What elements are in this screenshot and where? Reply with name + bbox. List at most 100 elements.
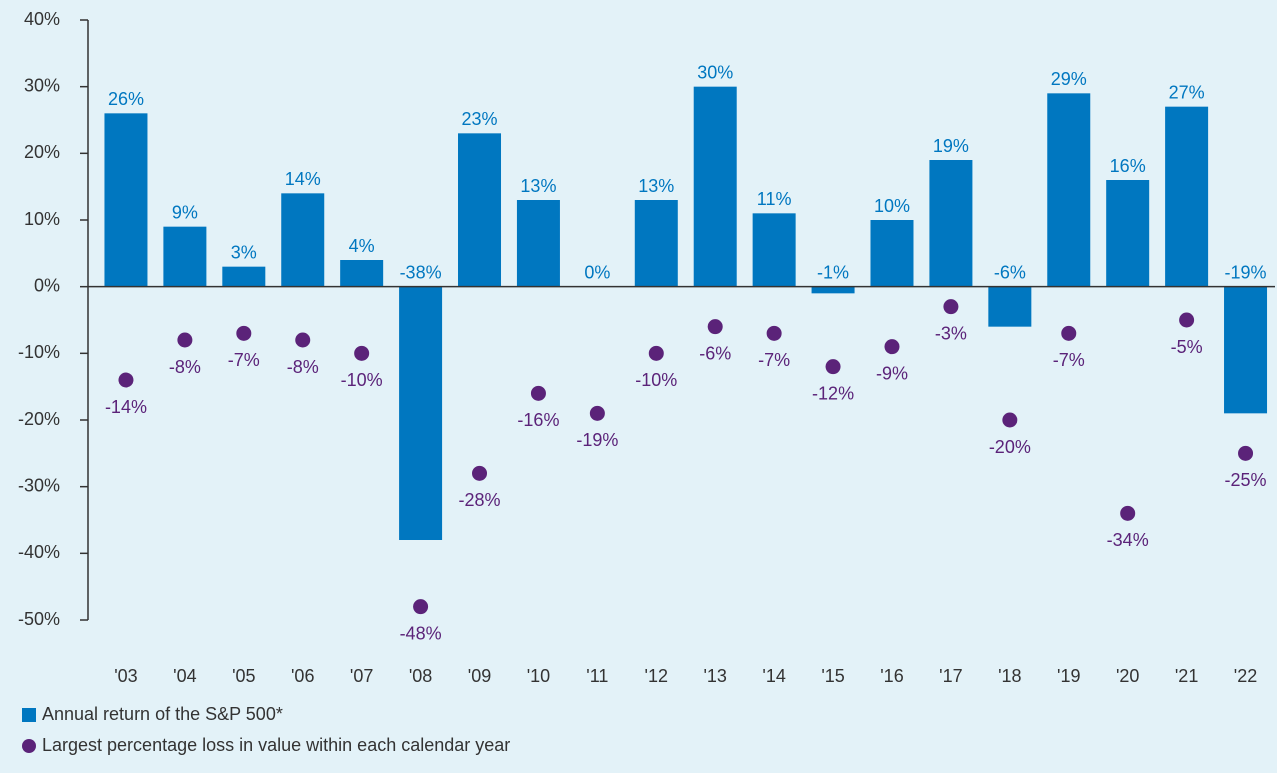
point bbox=[530, 385, 546, 401]
bar bbox=[516, 200, 560, 287]
x-tick-label: '22 bbox=[1234, 666, 1257, 686]
point-value-label: -14% bbox=[105, 397, 147, 417]
bar bbox=[870, 220, 914, 287]
x-tick-label: '13 bbox=[703, 666, 726, 686]
bar-value-label: 0% bbox=[584, 262, 610, 282]
bar-value-label: 29% bbox=[1051, 69, 1087, 89]
x-tick-label: '07 bbox=[350, 666, 373, 686]
point bbox=[118, 372, 134, 388]
x-tick-label: '05 bbox=[232, 666, 255, 686]
bar-value-label: 26% bbox=[108, 89, 144, 109]
point bbox=[589, 405, 605, 421]
point-value-label: -12% bbox=[812, 383, 854, 403]
y-tick-label: 0% bbox=[34, 275, 60, 295]
y-tick-label: -50% bbox=[18, 609, 60, 629]
bar bbox=[634, 200, 678, 287]
bar bbox=[1165, 106, 1209, 287]
legend-swatch bbox=[22, 708, 36, 722]
bar bbox=[222, 266, 266, 287]
point-value-label: -8% bbox=[169, 357, 201, 377]
legend-swatch bbox=[22, 739, 36, 753]
x-tick-label: '03 bbox=[114, 666, 137, 686]
bar bbox=[104, 113, 148, 287]
x-tick-label: '20 bbox=[1116, 666, 1139, 686]
point bbox=[354, 345, 370, 361]
bar-value-label: 16% bbox=[1110, 156, 1146, 176]
bar bbox=[1047, 93, 1091, 287]
bar bbox=[399, 286, 443, 540]
point-value-label: -25% bbox=[1225, 470, 1267, 490]
bar-value-label: 10% bbox=[874, 196, 910, 216]
x-tick-label: '16 bbox=[880, 666, 903, 686]
point bbox=[472, 465, 488, 481]
bar bbox=[693, 86, 737, 287]
x-tick-label: '17 bbox=[939, 666, 962, 686]
legend-label: Annual return of the S&P 500* bbox=[42, 704, 283, 724]
bar bbox=[1106, 180, 1150, 287]
point bbox=[236, 325, 252, 341]
point bbox=[1002, 412, 1018, 428]
point bbox=[884, 339, 900, 355]
x-tick-label: '08 bbox=[409, 666, 432, 686]
bar bbox=[163, 226, 207, 287]
legend-label: Largest percentage loss in value within … bbox=[42, 735, 510, 755]
point bbox=[943, 299, 959, 315]
bar-value-label: 14% bbox=[285, 169, 321, 189]
x-tick-label: '18 bbox=[998, 666, 1021, 686]
x-tick-label: '09 bbox=[468, 666, 491, 686]
bar-value-label: -19% bbox=[1225, 262, 1267, 282]
point-value-label: -5% bbox=[1171, 337, 1203, 357]
point-value-label: -19% bbox=[576, 430, 618, 450]
x-tick-label: '11 bbox=[586, 666, 608, 686]
bar-value-label: 30% bbox=[697, 62, 733, 82]
x-tick-label: '14 bbox=[762, 666, 785, 686]
y-tick-label: 30% bbox=[24, 75, 60, 95]
point bbox=[1238, 445, 1254, 461]
y-tick-label: -40% bbox=[18, 542, 60, 562]
bar bbox=[752, 213, 796, 287]
y-tick-label: 10% bbox=[24, 209, 60, 229]
point-value-label: -8% bbox=[287, 357, 319, 377]
point bbox=[707, 319, 723, 335]
x-tick-label: '21 bbox=[1175, 666, 1198, 686]
bar bbox=[281, 193, 325, 287]
bar bbox=[988, 286, 1032, 327]
bar bbox=[340, 260, 384, 287]
point bbox=[766, 325, 782, 341]
bar-value-label: -6% bbox=[994, 262, 1026, 282]
point-value-label: -34% bbox=[1107, 530, 1149, 550]
point-value-label: -20% bbox=[989, 437, 1031, 457]
y-tick-label: -20% bbox=[18, 409, 60, 429]
point bbox=[1120, 505, 1136, 521]
point-value-label: -7% bbox=[1053, 350, 1085, 370]
point-value-label: -48% bbox=[400, 623, 442, 643]
point-value-label: -6% bbox=[699, 343, 731, 363]
point-value-label: -7% bbox=[758, 350, 790, 370]
bar-value-label: -38% bbox=[400, 262, 442, 282]
point-value-label: -28% bbox=[458, 490, 500, 510]
point-value-label: -7% bbox=[228, 350, 260, 370]
point-value-label: -16% bbox=[517, 410, 559, 430]
bar bbox=[811, 286, 855, 294]
bar-value-label: 9% bbox=[172, 202, 198, 222]
point bbox=[1061, 325, 1077, 341]
bar-value-label: -1% bbox=[817, 262, 849, 282]
bar-value-label: 11% bbox=[757, 189, 792, 209]
x-tick-label: '19 bbox=[1057, 666, 1080, 686]
point-value-label: -3% bbox=[935, 323, 967, 343]
x-tick-label: '15 bbox=[821, 666, 844, 686]
bar-value-label: 3% bbox=[231, 242, 257, 262]
bar-value-label: 13% bbox=[638, 176, 674, 196]
point-value-label: -10% bbox=[635, 370, 677, 390]
point-value-label: -10% bbox=[341, 370, 383, 390]
point bbox=[177, 332, 193, 348]
bar bbox=[1224, 286, 1268, 414]
x-tick-label: '06 bbox=[291, 666, 314, 686]
point bbox=[1179, 312, 1195, 328]
bar-value-label: 13% bbox=[520, 176, 556, 196]
point bbox=[648, 345, 664, 361]
point bbox=[413, 599, 429, 615]
x-tick-label: '12 bbox=[645, 666, 668, 686]
y-tick-label: 20% bbox=[24, 142, 60, 162]
